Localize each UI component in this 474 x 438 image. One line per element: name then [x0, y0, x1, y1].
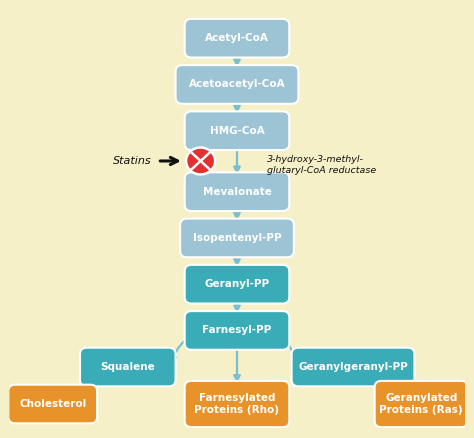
Text: Squalene: Squalene [100, 362, 155, 372]
FancyBboxPatch shape [180, 219, 294, 257]
Text: Mevalonate: Mevalonate [202, 187, 272, 197]
Text: Geranyl-PP: Geranyl-PP [204, 279, 270, 289]
Text: Geranylgeranyl-PP: Geranylgeranyl-PP [298, 362, 408, 372]
FancyBboxPatch shape [175, 65, 299, 104]
Text: Farnesyl-PP: Farnesyl-PP [202, 325, 272, 336]
Text: Farnesylated
Proteins (Rho): Farnesylated Proteins (Rho) [194, 393, 280, 415]
Text: 3-hydroxy-3-methyl-
glutaryl-CoA reductase: 3-hydroxy-3-methyl- glutaryl-CoA reducta… [266, 155, 376, 175]
FancyBboxPatch shape [80, 348, 175, 386]
Circle shape [186, 148, 215, 174]
Text: Acetyl-CoA: Acetyl-CoA [205, 33, 269, 43]
FancyBboxPatch shape [185, 265, 289, 304]
Text: HMG-CoA: HMG-CoA [210, 126, 264, 136]
FancyBboxPatch shape [185, 111, 289, 150]
FancyBboxPatch shape [185, 172, 289, 211]
Text: Statins: Statins [113, 156, 152, 166]
Text: Isopentenyl-PP: Isopentenyl-PP [193, 233, 281, 243]
FancyBboxPatch shape [185, 381, 289, 427]
Text: Acetoacetyl-CoA: Acetoacetyl-CoA [189, 79, 285, 89]
FancyBboxPatch shape [9, 385, 97, 424]
FancyBboxPatch shape [292, 348, 414, 386]
FancyBboxPatch shape [185, 19, 289, 57]
Text: Geranylated
Proteins (Ras): Geranylated Proteins (Ras) [380, 393, 463, 415]
FancyBboxPatch shape [185, 311, 289, 350]
Text: Cholesterol: Cholesterol [19, 399, 86, 409]
FancyBboxPatch shape [374, 381, 468, 427]
